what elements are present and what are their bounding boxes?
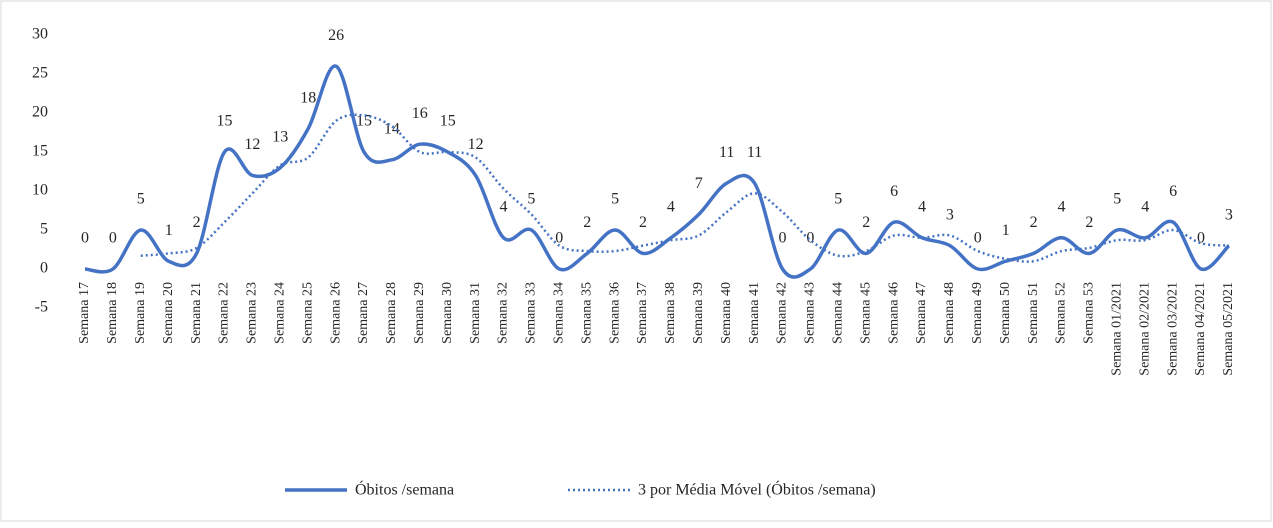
data-label: 4 — [667, 198, 675, 215]
data-label: 2 — [1085, 214, 1093, 231]
x-tick-label: Semana 26 — [328, 282, 343, 344]
y-tick-label: 0 — [40, 260, 48, 277]
y-tick-label: 10 — [32, 182, 48, 199]
series-line — [84, 64, 1231, 279]
x-tick-label: Semana 51 — [1026, 282, 1041, 344]
data-label: 12 — [468, 136, 484, 153]
x-tick-label: Semana 20 — [161, 282, 176, 344]
data-label: 1 — [165, 222, 173, 239]
data-label: 14 — [384, 120, 400, 137]
x-tick-label: Semana 47 — [914, 282, 929, 344]
data-label: 7 — [695, 175, 703, 192]
data-label: 1 — [1002, 222, 1010, 239]
data-label: 0 — [81, 230, 89, 247]
y-tick-label: 5 — [40, 221, 48, 238]
x-tick-label: Semana 23 — [245, 282, 260, 344]
legend-label: 3 por Média Móvel (Óbitos /semana) — [638, 480, 876, 499]
data-label: 3 — [946, 206, 954, 223]
x-tick-label: Semana 53 — [1082, 282, 1097, 344]
x-tick-label: Semana 50 — [998, 282, 1013, 344]
x-tick-label: Semana 41 — [747, 282, 762, 344]
x-tick-label: Semana 44 — [831, 282, 846, 344]
x-tick-label: Semana 19 — [133, 282, 148, 344]
data-label: 5 — [527, 191, 535, 208]
data-label: 0 — [779, 230, 787, 247]
x-tick-label: Semana 27 — [356, 282, 371, 344]
x-tick-label: Semana 48 — [942, 282, 957, 344]
data-label: 16 — [412, 105, 428, 122]
x-tick-label: Semana 33 — [524, 282, 539, 344]
data-label: 13 — [272, 128, 288, 145]
x-tick-label: Semana 49 — [970, 282, 985, 344]
data-label: 0 — [1197, 230, 1205, 247]
x-tick-label: Semana 21 — [189, 282, 204, 344]
y-tick-label: 15 — [32, 143, 48, 160]
x-tick-label: Semana 36 — [607, 282, 622, 344]
x-tick-label: Semana 38 — [663, 282, 678, 344]
x-tick-label: Semana 39 — [691, 282, 706, 344]
data-label: 2 — [862, 214, 870, 231]
x-tick-label: Semana 05/2021 — [1221, 282, 1236, 376]
data-label: 2 — [193, 214, 201, 231]
x-tick-label: Semana 04/2021 — [1193, 282, 1208, 376]
x-tick-label: Semana 29 — [412, 282, 427, 344]
data-label: 18 — [300, 89, 316, 106]
x-tick-label: Semana 17 — [77, 282, 92, 344]
x-tick-label: Semana 43 — [803, 282, 818, 344]
y-tick-label: 30 — [32, 26, 48, 43]
data-label: 5 — [1113, 191, 1121, 208]
data-label: 15 — [356, 113, 372, 130]
data-label: 3 — [1225, 206, 1233, 223]
x-tick-label: Semana 34 — [552, 282, 567, 344]
data-label: 2 — [583, 214, 591, 231]
data-label: 4 — [500, 198, 508, 215]
x-tick-label: Semana 37 — [635, 282, 650, 344]
data-label: 12 — [244, 136, 260, 153]
data-label: 6 — [890, 183, 898, 200]
x-tick-label: Semana 03/2021 — [1165, 282, 1180, 376]
series-line — [140, 113, 1230, 263]
x-tick-label: Semana 46 — [886, 282, 901, 344]
data-label: 26 — [328, 27, 344, 44]
data-label: 15 — [440, 113, 456, 130]
x-tick-label: Semana 40 — [719, 282, 734, 344]
data-label: 2 — [1030, 214, 1038, 231]
data-label: 5 — [834, 191, 842, 208]
x-tick-label: Semana 18 — [105, 282, 120, 344]
data-label: 11 — [747, 144, 762, 161]
x-tick-label: Semana 31 — [468, 282, 483, 344]
data-label: 2 — [639, 214, 647, 231]
x-tick-label: Semana 28 — [384, 282, 399, 344]
data-label: 4 — [918, 198, 926, 215]
y-tick-label: 20 — [32, 104, 48, 121]
x-tick-label: Semana 02/2021 — [1137, 282, 1152, 376]
legend-label: Óbitos /semana — [355, 480, 454, 499]
data-label: 0 — [806, 230, 814, 247]
data-label: 4 — [1058, 198, 1066, 215]
x-tick-label: Semana 25 — [300, 282, 315, 344]
data-label: 0 — [109, 230, 117, 247]
x-tick-label: Semana 22 — [217, 282, 232, 344]
data-label: 5 — [611, 191, 619, 208]
data-label: 6 — [1169, 183, 1177, 200]
data-label: 0 — [555, 230, 563, 247]
data-label: 4 — [1141, 198, 1149, 215]
x-tick-label: Semana 45 — [858, 282, 873, 344]
x-tick-label: Semana 32 — [496, 282, 511, 344]
data-label: 15 — [217, 113, 233, 130]
x-tick-label: Semana 01/2021 — [1110, 282, 1125, 376]
y-tick-label: -5 — [35, 299, 48, 316]
x-tick-label: Semana 35 — [579, 282, 594, 344]
x-tick-label: Semana 24 — [273, 282, 288, 344]
x-tick-label: Semana 30 — [440, 282, 455, 344]
data-label: 5 — [137, 191, 145, 208]
x-tick-label: Semana 42 — [775, 282, 790, 344]
data-label: 11 — [719, 144, 734, 161]
data-label: 0 — [974, 230, 982, 247]
y-tick-label: 25 — [32, 65, 48, 82]
x-tick-label: Semana 52 — [1054, 282, 1069, 344]
